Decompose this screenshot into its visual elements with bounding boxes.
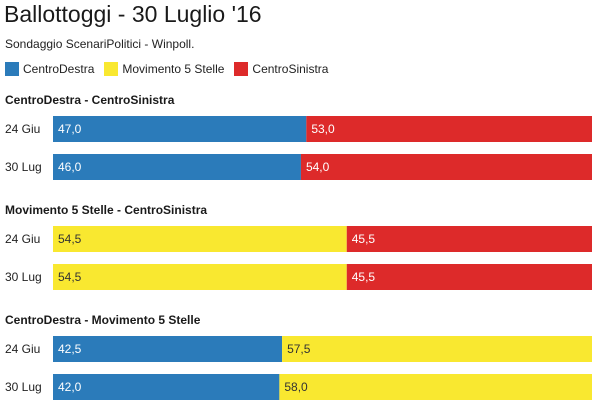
bar-value-label: 57,5	[287, 342, 311, 356]
legend-swatch	[104, 62, 119, 76]
bar-segment	[346, 264, 592, 290]
bar-segment	[53, 374, 280, 400]
chart-subtitle: Sondaggio ScenariPolitici - Winpoll.	[5, 37, 195, 51]
chart-title: Ballottoggi - 30 Luglio '16	[4, 1, 262, 27]
section-title: CentroDestra - Movimento 5 Stelle	[5, 313, 201, 327]
legend-swatch	[234, 62, 249, 76]
category-label: 24 Giu	[5, 342, 40, 356]
bar-value-label: 45,5	[352, 270, 376, 284]
bar-value-label: 47,0	[58, 122, 82, 136]
bar-segment	[300, 154, 592, 180]
legend-label: Movimento 5 Stelle	[122, 62, 225, 76]
bar-value-label: 58,0	[284, 380, 308, 394]
section-title: Movimento 5 Stelle - CentroSinistra	[5, 203, 207, 217]
bar-value-label: 42,5	[58, 342, 82, 356]
bar-value-label: 54,5	[58, 232, 82, 246]
bar-segment	[282, 336, 592, 362]
bar-value-label: 53,0	[311, 122, 335, 136]
category-label: 30 Lug	[5, 270, 42, 284]
bar-segment	[53, 226, 347, 252]
bar-value-label: 45,5	[352, 232, 376, 246]
bar-segment	[53, 264, 347, 290]
legend-item: CentroDestra	[5, 62, 94, 76]
bar-segment	[53, 154, 301, 180]
bar-value-label: 54,5	[58, 270, 82, 284]
legend-swatch	[5, 62, 19, 76]
bar-segment	[279, 374, 592, 400]
category-label: 24 Giu	[5, 232, 40, 246]
bar-segment	[306, 116, 592, 142]
legend-item: Movimento 5 Stelle	[104, 62, 224, 76]
category-label: 30 Lug	[5, 160, 42, 174]
category-label: 30 Lug	[5, 380, 42, 394]
bar-segment	[346, 226, 592, 252]
legend: CentroDestra Movimento 5 Stelle CentroSini…	[5, 61, 338, 77]
legend-item: CentroSinistra	[234, 62, 328, 76]
bar-segment	[53, 336, 283, 362]
bar-value-label: 54,0	[306, 160, 330, 174]
legend-label: CentroDestra	[23, 62, 95, 76]
bar-segment	[53, 116, 307, 142]
bar-value-label: 42,0	[58, 380, 82, 394]
category-label: 24 Giu	[5, 122, 40, 136]
legend-label: CentroSinistra	[252, 62, 329, 76]
section-title: CentroDestra - CentroSinistra	[5, 93, 175, 107]
bar-value-label: 46,0	[58, 160, 82, 174]
